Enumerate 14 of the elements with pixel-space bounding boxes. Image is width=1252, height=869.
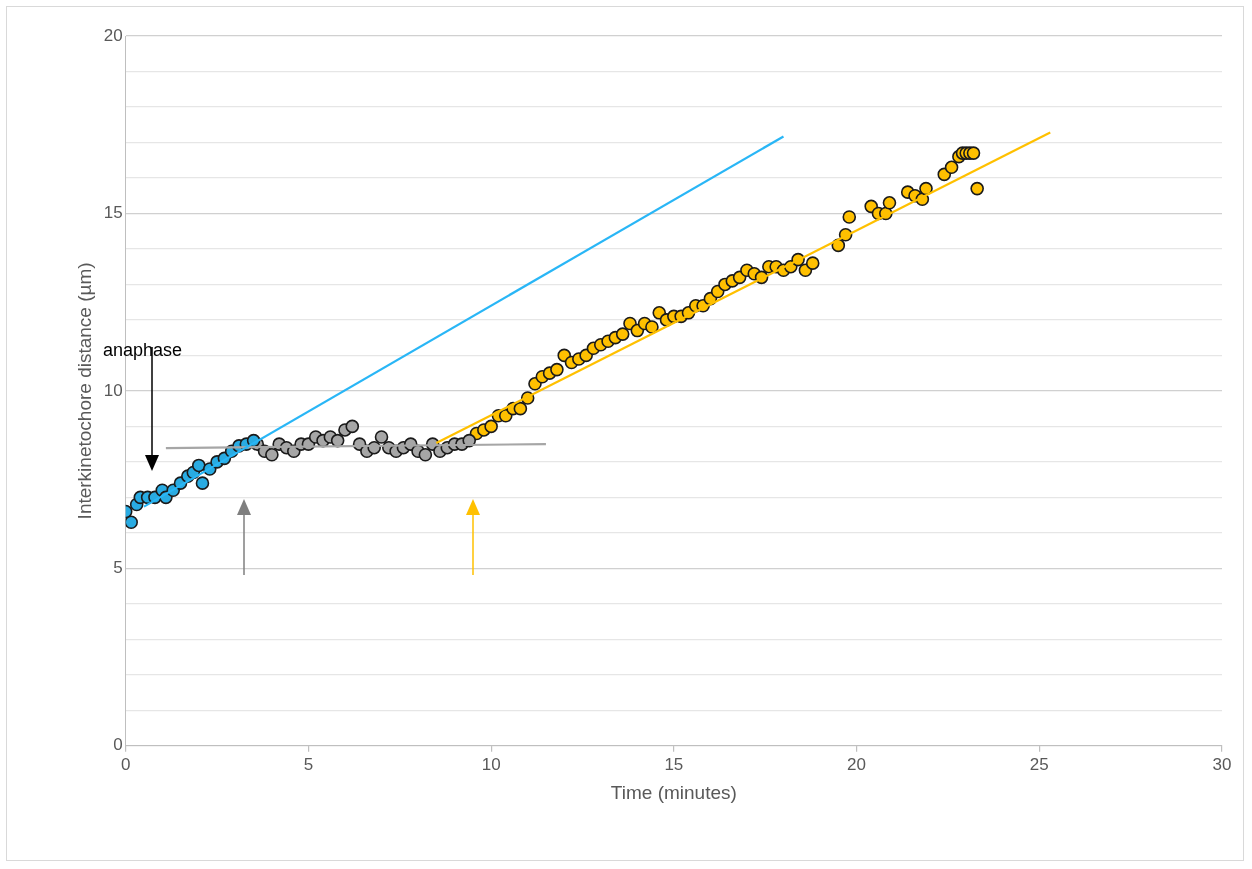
y-tick-label: 10 <box>103 380 123 400</box>
x-tick-label: 15 <box>664 754 684 774</box>
annotation: anaphase <box>103 340 183 361</box>
y-tick-label: 20 <box>103 25 123 45</box>
y-tick-label: 5 <box>113 558 123 578</box>
x-axis-title: Time (minutes) <box>610 781 737 803</box>
x-tick-label: 5 <box>303 754 314 774</box>
x-tick-label: 30 <box>1212 754 1232 774</box>
y-tick-label: 0 <box>113 735 123 755</box>
x-tick-label: 10 <box>481 754 501 774</box>
x-tick-label: 25 <box>1029 754 1049 774</box>
x-tick-label: 20 <box>847 754 867 774</box>
y-tick-label: 15 <box>103 203 123 223</box>
y-axis-title: Interkinetochore distance (µm) <box>73 262 95 520</box>
